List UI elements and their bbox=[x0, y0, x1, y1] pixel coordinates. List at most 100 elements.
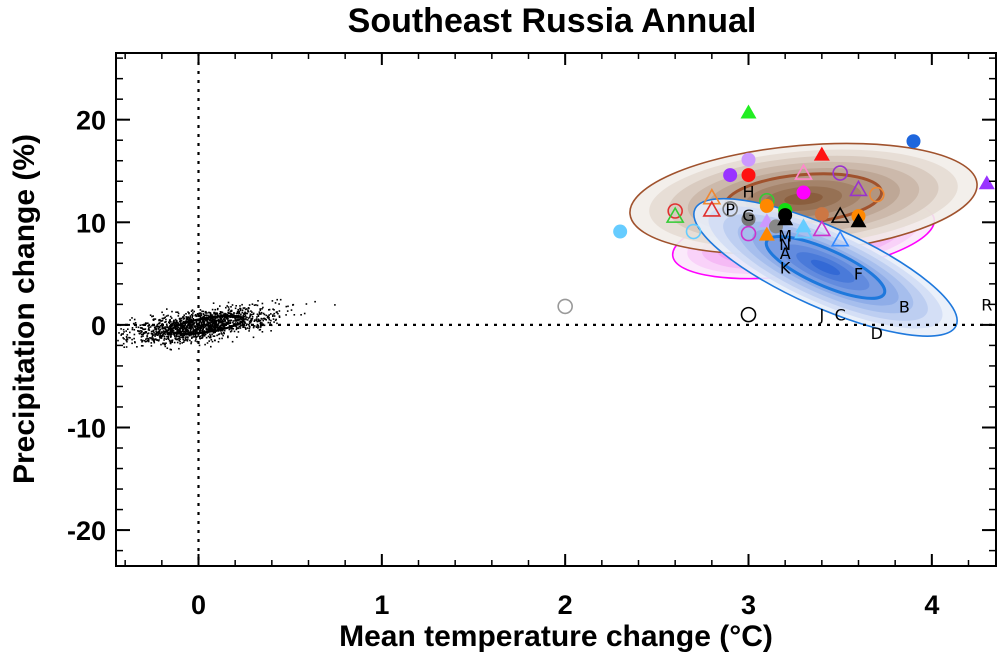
variability-point bbox=[199, 315, 202, 318]
model-point bbox=[740, 306, 757, 323]
variability-point bbox=[190, 341, 193, 343]
variability-point bbox=[211, 308, 214, 311]
variability-point bbox=[196, 359, 198, 361]
variability-point bbox=[162, 326, 164, 328]
variability-point bbox=[225, 306, 227, 309]
variability-point bbox=[240, 313, 242, 316]
variability-point bbox=[131, 328, 134, 331]
variability-point bbox=[202, 335, 204, 338]
variability-point bbox=[178, 339, 180, 342]
y-tick-label: -10 bbox=[67, 413, 106, 443]
variability-point bbox=[142, 332, 145, 334]
variability-point bbox=[147, 337, 150, 340]
variability-point bbox=[193, 326, 195, 328]
variability-point bbox=[198, 312, 201, 315]
variability-point bbox=[227, 316, 229, 318]
variability-point bbox=[128, 336, 130, 339]
variability-point bbox=[164, 328, 167, 330]
variability-point bbox=[175, 311, 177, 313]
variability-point bbox=[250, 318, 252, 320]
variability-point bbox=[216, 334, 218, 337]
variability-point bbox=[185, 339, 187, 341]
variability-point bbox=[217, 323, 220, 325]
model-point bbox=[978, 175, 995, 190]
variability-point bbox=[217, 317, 219, 319]
variability-point bbox=[168, 321, 170, 323]
variability-point bbox=[104, 364, 106, 366]
variability-point bbox=[206, 312, 208, 314]
model-letter-label: P bbox=[725, 200, 735, 219]
variability-point bbox=[165, 330, 168, 333]
variability-point bbox=[149, 337, 151, 339]
variability-point bbox=[134, 322, 137, 324]
variability-point bbox=[235, 328, 238, 331]
variability-point bbox=[164, 316, 166, 319]
variability-point bbox=[186, 329, 189, 331]
variability-point bbox=[221, 337, 223, 340]
variability-point bbox=[173, 323, 176, 326]
model-point bbox=[813, 146, 830, 161]
model-point bbox=[702, 200, 722, 217]
variability-point bbox=[204, 325, 207, 328]
variability-point bbox=[169, 331, 171, 333]
variability-point bbox=[257, 314, 260, 317]
variability-point bbox=[188, 317, 191, 320]
variability-point bbox=[205, 328, 208, 331]
variability-point bbox=[214, 308, 216, 311]
variability-point bbox=[113, 335, 115, 337]
variability-point bbox=[144, 331, 147, 333]
variability-point bbox=[265, 319, 267, 321]
variability-point bbox=[97, 345, 99, 347]
variability-point bbox=[227, 323, 229, 325]
variability-point bbox=[155, 327, 157, 330]
x-tick-label: 2 bbox=[558, 590, 573, 620]
variability-point bbox=[213, 335, 216, 337]
variability-point bbox=[203, 330, 206, 332]
variability-point bbox=[238, 318, 241, 321]
variability-point bbox=[236, 319, 238, 322]
variability-point bbox=[156, 339, 158, 341]
variability-point bbox=[191, 323, 193, 326]
variability-point bbox=[186, 336, 188, 338]
variability-point bbox=[142, 335, 144, 337]
variability-point bbox=[257, 300, 259, 302]
variability-point bbox=[251, 311, 253, 313]
variability-point bbox=[242, 313, 245, 315]
variability-point bbox=[196, 335, 198, 338]
variability-point bbox=[231, 304, 234, 306]
variability-point bbox=[150, 332, 153, 335]
variability-point bbox=[194, 326, 197, 328]
variability-point bbox=[227, 306, 230, 308]
variability-point bbox=[199, 309, 202, 311]
variability-point bbox=[163, 327, 165, 329]
variability-point bbox=[243, 321, 245, 324]
variability-point bbox=[191, 337, 193, 339]
variability-point bbox=[151, 338, 154, 341]
variability-point bbox=[166, 335, 168, 338]
variability-point bbox=[152, 330, 154, 333]
variability-point bbox=[210, 329, 213, 331]
variability-point bbox=[168, 322, 171, 325]
variability-point bbox=[190, 318, 193, 321]
variability-point bbox=[193, 322, 196, 324]
variability-point bbox=[173, 333, 175, 335]
variability-point bbox=[256, 316, 258, 318]
variability-point bbox=[123, 331, 125, 333]
variability-point bbox=[214, 312, 216, 315]
variability-point bbox=[210, 321, 213, 323]
variability-point bbox=[180, 327, 183, 330]
variability-point bbox=[169, 315, 172, 318]
variability-point bbox=[184, 324, 187, 326]
variability-point bbox=[167, 314, 169, 317]
variability-point bbox=[200, 337, 203, 339]
variability-point bbox=[173, 321, 175, 324]
variability-point bbox=[218, 337, 221, 340]
variability-point bbox=[235, 305, 237, 307]
model-point bbox=[665, 206, 685, 223]
variability-point bbox=[268, 314, 270, 316]
variability-point bbox=[259, 320, 262, 322]
variability-point bbox=[190, 331, 193, 334]
variability-point bbox=[213, 320, 215, 323]
variability-point bbox=[202, 323, 205, 326]
